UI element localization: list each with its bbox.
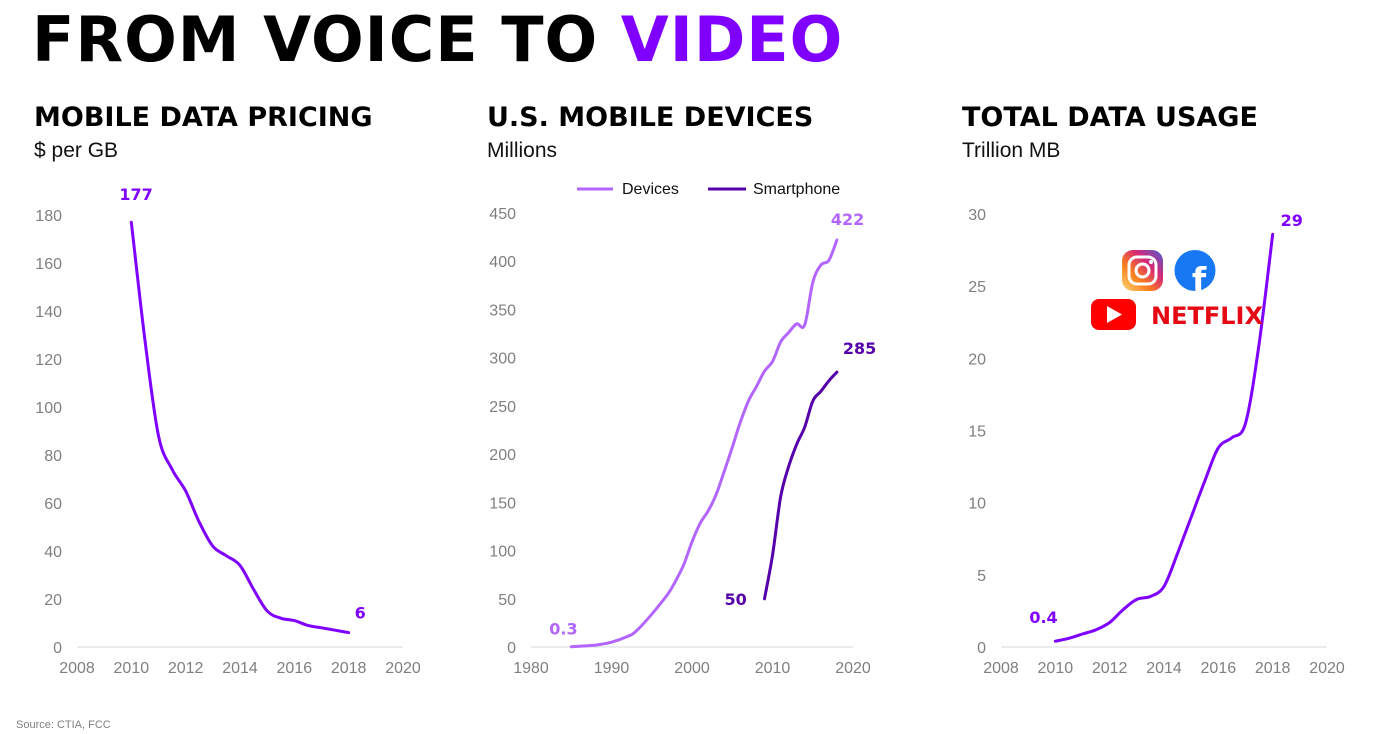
y-tick-label: 300 (489, 351, 516, 368)
facebook-icon: f (1174, 250, 1216, 299)
usage-title: TOTAL DATA USAGE (962, 102, 1258, 133)
y-tick-label: 50 (498, 592, 516, 609)
pricing-subtitle: $ per GB (34, 139, 119, 162)
x-tick-label: 2020 (385, 660, 421, 677)
page-title: FROM VOICE TO VIDEO (32, 4, 843, 76)
y-tick-label: 80 (44, 448, 62, 465)
data-label: 29 (1281, 211, 1303, 230)
y-tick-label: 100 (489, 544, 516, 561)
svg-text:f: f (1192, 260, 1207, 299)
devices-subtitle: Millions (487, 139, 558, 162)
y-tick-label: 15 (968, 424, 986, 441)
y-tick-label: 0 (53, 640, 62, 657)
youtube-icon (1091, 299, 1136, 330)
x-tick-label: 2008 (983, 660, 1019, 677)
pricing-title: MOBILE DATA PRICING (34, 102, 373, 133)
y-tick-label: 120 (35, 352, 62, 369)
x-tick-label: 1980 (513, 660, 549, 677)
x-tick-label: 2014 (1146, 660, 1182, 677)
app-logos: f NETFLIX (1091, 250, 1263, 330)
x-tick-label: 2010 (755, 660, 791, 677)
usage-chart: 2008 2010 2012 2014 2016 2018 2020 0 5 10 15 20 25 30… (968, 207, 1345, 677)
y-tick-label: 5 (977, 568, 986, 585)
y-tick-label: 140 (35, 304, 62, 321)
data-label: 0.3 (549, 620, 577, 639)
data-label: 285 (843, 339, 876, 358)
x-tick-label: 2016 (277, 660, 313, 677)
x-tick-label: 2016 (1201, 660, 1237, 677)
y-tick-label: 450 (489, 206, 516, 223)
x-tick-label: 1990 (594, 660, 630, 677)
y-tick-label: 160 (35, 256, 62, 273)
y-tick-label: 0 (977, 640, 986, 657)
series-line (129, 220, 351, 635)
series-line (1053, 232, 1275, 643)
source-note: Source: CTIA, FCC (16, 719, 111, 731)
devices-chart: 1980 1990 2000 2010 2020 0 50 100 150 200 250 300 35… (489, 206, 876, 677)
y-tick-label: 30 (968, 207, 986, 224)
data-label: 422 (831, 210, 864, 229)
y-tick-label: 0 (507, 640, 516, 657)
y-tick-label: 40 (44, 544, 62, 561)
y-tick-label: 150 (489, 495, 516, 512)
y-tick-label: 400 (489, 254, 516, 271)
x-tick-label: 2000 (674, 660, 710, 677)
data-label: 177 (119, 185, 152, 204)
x-tick-label: 2018 (331, 660, 367, 677)
x-tick-label: 2012 (1092, 660, 1128, 677)
x-tick-label: 2010 (1038, 660, 1074, 677)
y-tick-label: 350 (489, 302, 516, 319)
data-label: 6 (355, 604, 366, 623)
x-tick-label: 2012 (168, 660, 204, 677)
y-tick-label: 250 (489, 399, 516, 416)
legend-label-devices: Devices (622, 181, 679, 198)
legend-label-smartphone: Smartphone (753, 181, 840, 198)
data-label: 0.4 (1029, 608, 1057, 627)
x-tick-label: 2008 (59, 660, 95, 677)
y-tick-label: 200 (489, 447, 516, 464)
y-tick-label: 60 (44, 496, 62, 513)
y-tick-label: 180 (35, 208, 62, 225)
x-tick-label: 2014 (222, 660, 258, 677)
y-tick-label: 20 (968, 351, 986, 368)
y-tick-label: 10 (968, 496, 986, 513)
series-line-smartphone (763, 370, 839, 601)
instagram-icon (1122, 250, 1163, 291)
y-tick-label: 25 (968, 279, 986, 296)
x-tick-label: 2010 (114, 660, 150, 677)
y-tick-label: 20 (44, 592, 62, 609)
x-tick-label: 2018 (1255, 660, 1291, 677)
devices-legend: Devices Smartphone (577, 181, 840, 198)
devices-title: U.S. MOBILE DEVICES (487, 102, 814, 133)
data-label: 50 (724, 590, 746, 609)
series-line-devices (569, 238, 839, 649)
x-tick-label: 2020 (1309, 660, 1345, 677)
pricing-chart: 2008 2010 2012 2014 2016 2018 2020 0 20 40 60 80 100… (35, 185, 421, 677)
title-main: FROM VOICE TO (32, 3, 621, 76)
x-tick-label: 2020 (835, 660, 871, 677)
y-tick-label: 100 (35, 400, 62, 417)
title-accent: VIDEO (620, 3, 844, 76)
usage-subtitle: Trillion MB (962, 139, 1061, 162)
netflix-logo: NETFLIX (1151, 302, 1263, 330)
